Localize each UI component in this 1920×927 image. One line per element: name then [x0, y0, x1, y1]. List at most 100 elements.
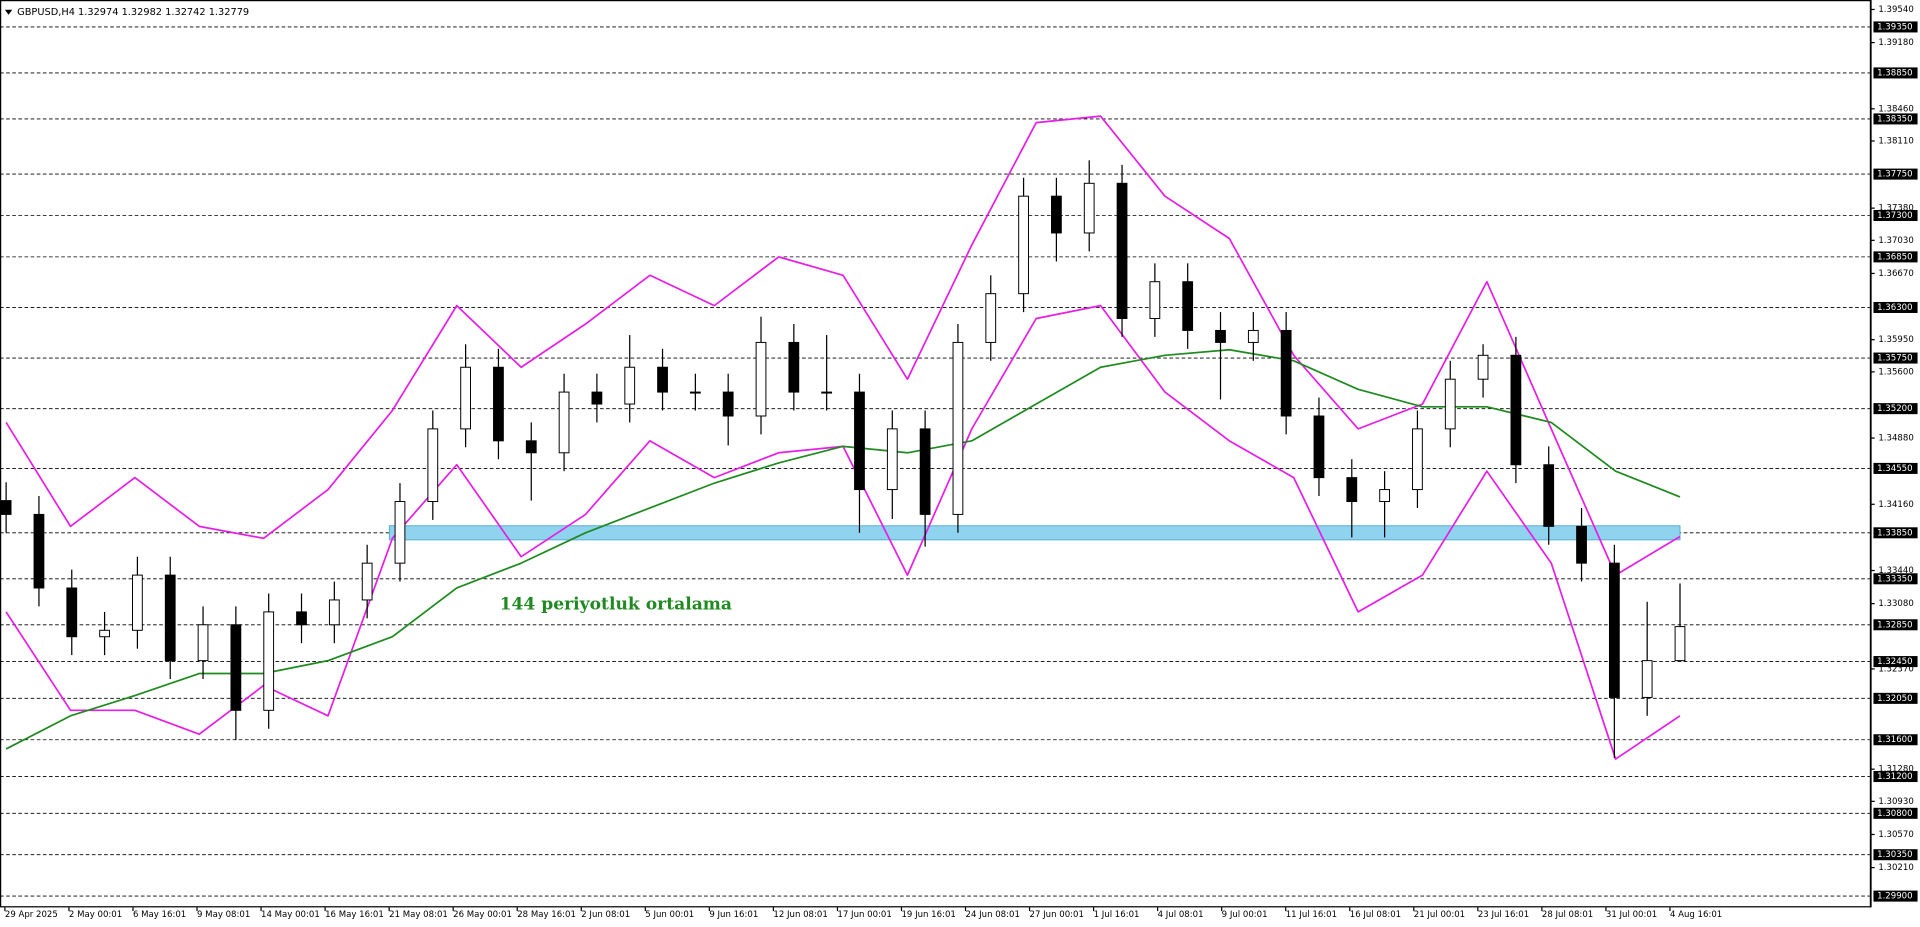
candle-body: [1182, 281, 1194, 331]
x-tick-label: 24 Jun 08:01: [966, 910, 1020, 920]
y-tick-label: 1.34880: [1878, 434, 1913, 444]
candle-body: [493, 366, 504, 442]
candle-body: [1412, 428, 1423, 491]
y-tick-label: 1.37030: [1878, 236, 1913, 246]
candle-body: [755, 341, 767, 417]
level-box: [1873, 771, 1918, 783]
x-tick-label: 16 Jul 08:01: [1350, 910, 1401, 920]
candle-body: [197, 624, 209, 662]
level-box: [1873, 352, 1918, 364]
level-label: 1.32850: [1877, 620, 1912, 630]
y-tick-label: 1.30570: [1878, 830, 1913, 840]
level-label: 1.35200: [1877, 404, 1912, 414]
y-tick-label: 1.39540: [1878, 5, 1913, 15]
x-tick-label: 14 May 00:01: [261, 910, 320, 920]
x-tick-label: 6 May 16:01: [133, 910, 186, 920]
level-label: 1.32050: [1877, 694, 1912, 704]
level-box: [1873, 462, 1918, 474]
candle-body: [1247, 329, 1259, 343]
level-label: 1.29900: [1877, 892, 1912, 902]
level-box: [1873, 251, 1918, 263]
candle-body: [1346, 477, 1358, 503]
candle-body: [1543, 464, 1555, 527]
y-tick-label: 1.35600: [1878, 367, 1913, 377]
y-tick-label: 1.38460: [1878, 104, 1913, 114]
candle-body: [33, 513, 45, 589]
candle-body: [361, 562, 373, 601]
indicators: [5, 115, 1681, 760]
level-box: [1873, 113, 1918, 125]
level-box: [1873, 21, 1918, 33]
candle-body: [230, 624, 242, 711]
candle-body: [99, 629, 110, 638]
candle-body: [1379, 489, 1390, 503]
candle-body: [788, 341, 800, 393]
candle-body: [952, 341, 964, 515]
level-label: 1.36300: [1877, 303, 1912, 313]
candle-body: [985, 293, 997, 343]
level-box: [1873, 67, 1918, 79]
level-box: [1873, 656, 1918, 668]
y-tick-label: 1.34160: [1878, 500, 1913, 510]
x-tick-label: 11 Jul 16:01: [1286, 910, 1337, 920]
level-label: 1.37750: [1877, 170, 1912, 180]
x-tick-label: 4 Aug 16:01: [1670, 910, 1722, 920]
plot-frame: [0, 0, 1872, 908]
x-tick-label: 29 Apr 2025: [5, 910, 58, 920]
level-box: [1873, 209, 1918, 222]
level-label: 1.31200: [1877, 772, 1912, 782]
candles: [0, 160, 1686, 759]
candle-body: [919, 428, 931, 515]
band-line: [5, 115, 1681, 576]
level-box: [1873, 168, 1918, 180]
candle-body: [328, 599, 340, 626]
candle-body: [296, 611, 307, 626]
level-box: [1873, 573, 1918, 585]
level-label: 1.38350: [1877, 114, 1912, 124]
candle-body: [66, 587, 78, 638]
x-tick-label: 9 May 08:01: [197, 910, 250, 920]
candle-body: [657, 366, 668, 393]
moving-average: [5, 348, 1681, 750]
support-zone: [388, 525, 1681, 541]
candle-body: [1608, 562, 1620, 698]
menu-arrow[interactable]: [4, 9, 13, 15]
y-tick-label: 1.31280: [1878, 765, 1913, 775]
x-tick-label: 17 Jun 00:01: [837, 910, 891, 920]
y-tick-label: 1.36670: [1878, 269, 1913, 279]
candle-body: [854, 391, 865, 491]
y-tick-label: 1.30210: [1878, 863, 1913, 873]
level-label: 1.35750: [1877, 354, 1912, 364]
candle-body: [1444, 378, 1456, 430]
candle-body: [1313, 415, 1325, 479]
candle-body: [1116, 182, 1128, 319]
candle-body: [1674, 626, 1686, 662]
level-box: [1873, 619, 1918, 631]
x-tick-label: 5 Jun 00:01: [645, 910, 694, 920]
x-tick-label: 28 May 16:01: [517, 910, 576, 920]
y-tick-label: 1.35950: [1878, 335, 1913, 345]
x-tick-label: 28 Jul 08:01: [1542, 910, 1593, 920]
annotation: 144 periyotluk ortalama: [500, 594, 732, 614]
candle-body: [0, 500, 12, 515]
y-tick-label: 1.37380: [1878, 204, 1913, 214]
candle-body: [460, 366, 472, 430]
level-label: 1.33850: [1877, 528, 1912, 538]
candle-body: [624, 366, 636, 405]
level-box: [1873, 849, 1918, 861]
candle-body: [1477, 354, 1489, 380]
level-box: [1873, 807, 1918, 819]
y-tick-label: 1.38110: [1878, 136, 1913, 146]
axis-labels: 1.39540 1.39180 1.38460 1.38110 1.37380 1.370…: [4, 5, 1918, 920]
x-tick-label: 21 Jul 00:01: [1414, 910, 1465, 920]
x-tick-label: 9 Jun 16:01: [709, 910, 758, 920]
y-tick-label: 1.30930: [1878, 797, 1913, 807]
x-tick-label: 12 Jun 08:01: [773, 910, 827, 920]
x-tick-label: 1 Jul 16:01: [1094, 910, 1140, 920]
level-box: [1873, 527, 1918, 539]
candle-body: [1083, 182, 1095, 234]
candle-body: [886, 428, 898, 491]
level-label: 1.33350: [1877, 574, 1912, 584]
level-box: [1873, 692, 1918, 704]
